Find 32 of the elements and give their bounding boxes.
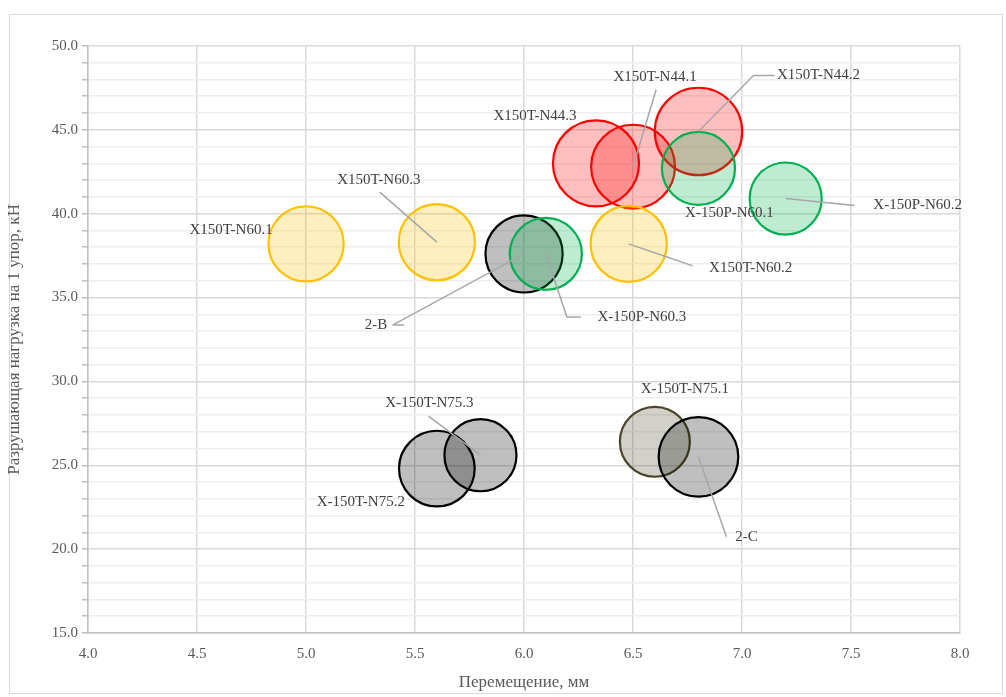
series-label: X150T-N60.1 bbox=[189, 220, 273, 237]
text: X150T-N60.2 bbox=[709, 258, 793, 275]
text: 2-C bbox=[735, 527, 758, 544]
series-label: X-150T-N75.3 bbox=[385, 394, 474, 411]
series-label: X-150T-N75.1 bbox=[640, 379, 729, 396]
text: X150T-N44.1 bbox=[613, 67, 697, 84]
x-tick-label: 5.0 bbox=[296, 644, 316, 661]
x-tick-label: 7.0 bbox=[732, 644, 752, 661]
series-label: X-150T-N75.2 bbox=[316, 492, 405, 509]
x-tick-label: 5.5 bbox=[405, 644, 425, 661]
x-axis-title: Перемещение, мм bbox=[458, 672, 590, 692]
y-tick-label: 35.0 bbox=[51, 288, 78, 305]
x-tick-label: 8.0 bbox=[950, 644, 970, 661]
y-tick-label: 20.0 bbox=[51, 540, 78, 557]
y-tick-label: 50.0 bbox=[51, 36, 78, 53]
text: 2-B bbox=[364, 315, 388, 332]
x-tick-label: 7.5 bbox=[841, 644, 861, 661]
y-tick-label: 40.0 bbox=[51, 204, 78, 221]
y-tick-label: 25.0 bbox=[51, 456, 78, 473]
series-label: X150T-N44.3 bbox=[493, 107, 577, 124]
y-tick-label: 15.0 bbox=[51, 623, 78, 640]
x-tick-label: 4.5 bbox=[187, 644, 207, 661]
y-tick-label: 45.0 bbox=[51, 120, 78, 137]
text: X-150P-N60.3 bbox=[597, 307, 687, 324]
y-tick-label: 30.0 bbox=[51, 372, 78, 389]
text: X-150P-N60.2 bbox=[873, 196, 963, 213]
series-label: X150T-N60.3 bbox=[337, 171, 421, 188]
text: X150T-N44.2 bbox=[776, 66, 861, 83]
y-axis-title: Разрушающая нагрузка на 1 упор, кН bbox=[3, 204, 23, 475]
x-tick-label: 4.0 bbox=[78, 644, 98, 661]
x-tick-label: 6.5 bbox=[623, 644, 643, 661]
x-tick-label: 6.0 bbox=[514, 644, 534, 661]
